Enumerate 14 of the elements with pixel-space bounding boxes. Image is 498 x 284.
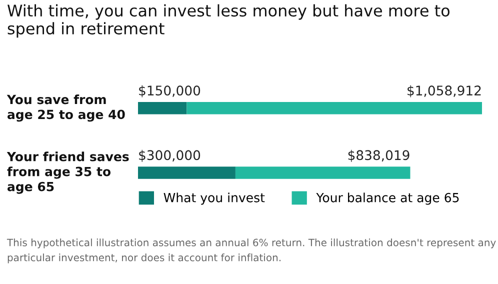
- data-label: $150,000: [139, 85, 200, 98]
- y-tick-label: Your friend saves from age 35 to age 65: [6, 152, 129, 194]
- legend-label: What you invest: [164, 192, 265, 205]
- total-label: $1,058,912: [408, 85, 481, 98]
- bar: [186, 102, 482, 114]
- bar: [138, 102, 187, 114]
- bar: [138, 166, 236, 179]
- bar: [235, 166, 410, 179]
- total-label: $838,019: [348, 150, 410, 162]
- text: This hypothetical illustration assumes an annual 6% return. The illustration doesn't represent any particular investment, nor does it account for inflation.: [6, 238, 496, 264]
- y-tick-label: You save from age 25 to age 40: [6, 94, 125, 122]
- data-label: $300,000: [139, 150, 200, 162]
- legend-label: Your balance at age 65: [316, 192, 459, 205]
- chart-title: With time, you can invest less money but have more to spend in retirement: [8, 4, 450, 38]
